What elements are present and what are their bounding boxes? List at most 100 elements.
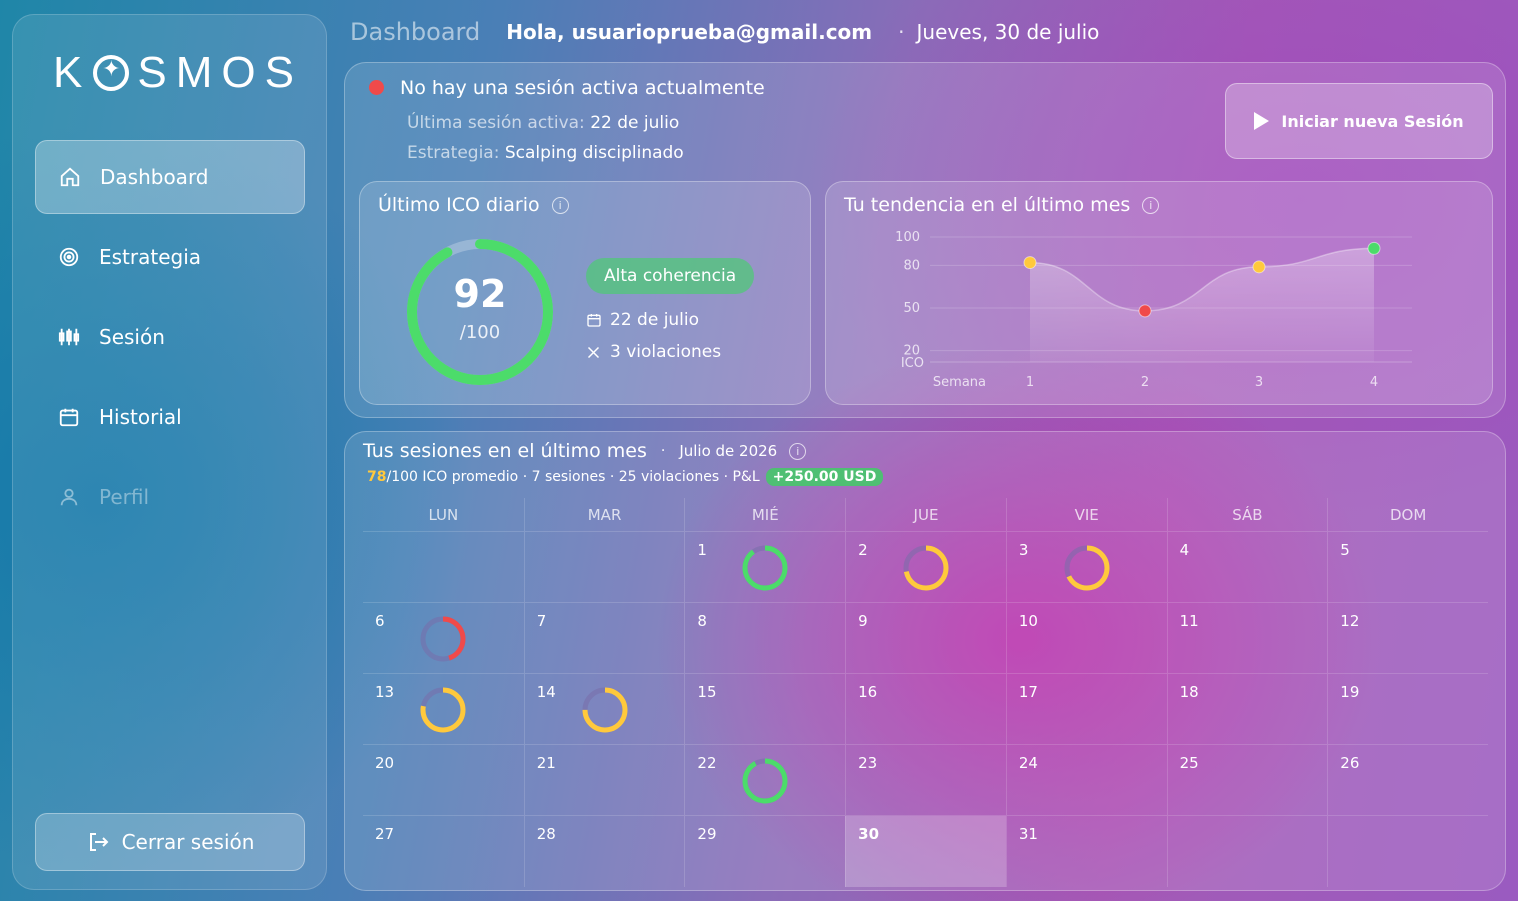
ico-date-line: 22 de julio bbox=[586, 310, 699, 330]
day-number: 25 bbox=[1179, 754, 1199, 772]
strategy-line: Estrategia: Scalping disciplinado bbox=[407, 143, 684, 163]
day-number: 26 bbox=[1340, 754, 1360, 772]
logout-button[interactable]: Cerrar sesión bbox=[35, 813, 305, 871]
ring-fill bbox=[420, 616, 466, 662]
day-number: 27 bbox=[375, 825, 395, 843]
calendar-day[interactable]: 5 bbox=[1327, 532, 1488, 603]
session-ico-ring[interactable] bbox=[418, 614, 468, 664]
ico-card: Último ICO diario i 92 /100 Alta coheren… bbox=[359, 181, 811, 405]
session-ico-ring[interactable] bbox=[418, 685, 468, 735]
ico-card-title-text: Último ICO diario bbox=[378, 194, 540, 216]
day-number: 7 bbox=[536, 612, 547, 630]
day-number: 2 bbox=[858, 541, 868, 559]
calendar-day[interactable]: 17 bbox=[1005, 674, 1167, 745]
info-icon[interactable]: i bbox=[551, 196, 569, 214]
calendar-day[interactable]: 3 bbox=[1005, 532, 1167, 603]
calendar-day[interactable]: 14 bbox=[523, 674, 685, 745]
gauge-fill bbox=[407, 239, 553, 385]
weekday-header: MAR bbox=[523, 498, 685, 532]
session-panel: No hay una sesión activa actualmente Últ… bbox=[344, 62, 1506, 418]
calendar-panel: Tus sesiones en el último mes · Julio de… bbox=[344, 431, 1506, 891]
target-icon bbox=[57, 245, 81, 269]
last-session-line: Última sesión activa: 22 de julio bbox=[407, 113, 679, 133]
calendar-day[interactable]: 23 bbox=[845, 745, 1006, 816]
sidebar-item-sesion[interactable]: Sesión bbox=[35, 300, 305, 374]
trend-point[interactable] bbox=[1138, 304, 1152, 318]
calendar-month: Julio de 2026 bbox=[679, 442, 778, 460]
trend-point[interactable] bbox=[1023, 256, 1037, 270]
ring-fill bbox=[903, 545, 949, 591]
calendar-day[interactable]: 31 bbox=[1005, 816, 1167, 887]
session-ico-ring[interactable] bbox=[740, 543, 790, 593]
calendar-day[interactable]: 13 bbox=[363, 674, 524, 745]
title-separator: · bbox=[660, 443, 666, 459]
weekday-header: MIÉ bbox=[684, 498, 846, 532]
calendar-day[interactable]: 22 bbox=[684, 745, 846, 816]
calendar-day[interactable]: 26 bbox=[1327, 745, 1488, 816]
calendar-day[interactable]: 4 bbox=[1166, 532, 1328, 603]
y-tick-label: 50 bbox=[903, 301, 920, 316]
day-number: 15 bbox=[697, 683, 717, 701]
day-number: 10 bbox=[1018, 612, 1038, 630]
calendar-day[interactable]: 10 bbox=[1005, 603, 1167, 674]
calendar-day[interactable]: 7 bbox=[523, 603, 685, 674]
day-number: 23 bbox=[858, 754, 878, 772]
sidebar-item-label: Sesión bbox=[99, 325, 165, 349]
calendar-day[interactable]: 30 bbox=[845, 816, 1006, 887]
calendar-day[interactable]: 18 bbox=[1166, 674, 1328, 745]
calendar-day[interactable]: 27 bbox=[363, 816, 524, 887]
session-status-text: No hay una sesión activa actualmente bbox=[400, 77, 765, 99]
top-header: Dashboard Hola, usuarioprueba@gmail.com … bbox=[350, 14, 1099, 50]
sidebar-item-dashboard[interactable]: Dashboard bbox=[35, 140, 305, 214]
ring-fill bbox=[1064, 545, 1110, 591]
sidebar-item-estrategia[interactable]: Estrategia bbox=[35, 220, 305, 294]
calendar-day[interactable]: 28 bbox=[523, 816, 685, 887]
sidebar-item-perfil[interactable]: Perfil bbox=[35, 460, 305, 534]
trend-chart: 20 50 80 100 ICO Semana 1 2 3 4 bbox=[895, 230, 1412, 390]
x-tick-label: 2 bbox=[1141, 375, 1149, 390]
calendar-day[interactable]: 9 bbox=[845, 603, 1006, 674]
trend-point[interactable] bbox=[1252, 260, 1266, 274]
session-ico-ring[interactable] bbox=[580, 685, 630, 735]
session-ico-ring[interactable] bbox=[740, 756, 790, 806]
ico-card-title: Último ICO diario i bbox=[378, 194, 569, 216]
calendar-day[interactable]: 29 bbox=[684, 816, 845, 887]
ico-violations-line: 3 violaciones bbox=[586, 342, 721, 362]
sidebar-item-label: Dashboard bbox=[100, 165, 209, 189]
x-axis-label: Semana bbox=[933, 375, 986, 390]
info-icon[interactable]: i bbox=[789, 442, 807, 460]
calendar-day[interactable]: 1 bbox=[684, 532, 846, 603]
last-session-value: 22 de julio bbox=[590, 113, 680, 133]
ico-violations: 3 violaciones bbox=[610, 342, 722, 362]
strategy-value: Scalping disciplinado bbox=[504, 143, 684, 163]
calendar-day[interactable]: 20 bbox=[363, 745, 524, 816]
calendar-day[interactable]: 12 bbox=[1327, 603, 1488, 674]
ico-value: 92 bbox=[453, 272, 507, 316]
calendar-day[interactable]: 25 bbox=[1166, 745, 1328, 816]
session-ico-ring[interactable] bbox=[901, 543, 951, 593]
calendar-day[interactable]: 15 bbox=[684, 674, 846, 745]
calendar-day[interactable]: 8 bbox=[684, 603, 846, 674]
trend-card-title: Tu tendencia en el último mes i bbox=[844, 194, 1160, 216]
sidebar-item-historial[interactable]: Historial bbox=[35, 380, 305, 454]
info-icon[interactable]: i bbox=[1142, 196, 1160, 214]
trend-area bbox=[1030, 248, 1374, 362]
start-session-button[interactable]: Iniciar nueva Sesión bbox=[1225, 83, 1493, 159]
calendar-day[interactable]: 19 bbox=[1327, 674, 1488, 745]
session-ico-ring[interactable] bbox=[1062, 543, 1112, 593]
calendar-title: Tus sesiones en el último mes · Julio de… bbox=[363, 440, 807, 462]
calendar-day[interactable]: 11 bbox=[1166, 603, 1328, 674]
day-number: 11 bbox=[1179, 612, 1199, 630]
calendar-day[interactable]: 21 bbox=[523, 745, 685, 816]
logout-label: Cerrar sesión bbox=[121, 830, 255, 854]
trend-point[interactable] bbox=[1367, 241, 1381, 255]
y-tick-label: 20 bbox=[903, 344, 920, 359]
greeting: Hola, usuarioprueba@gmail.com bbox=[506, 20, 873, 44]
calendar-day[interactable]: 24 bbox=[1005, 745, 1167, 816]
calendar-day[interactable]: 2 bbox=[845, 532, 1006, 603]
calendar-day[interactable]: 6 bbox=[363, 603, 524, 674]
status-dot bbox=[369, 80, 384, 95]
sidebar-item-label: Estrategia bbox=[99, 245, 202, 269]
calendar-day[interactable]: 16 bbox=[845, 674, 1006, 745]
day-number: 18 bbox=[1179, 683, 1199, 701]
